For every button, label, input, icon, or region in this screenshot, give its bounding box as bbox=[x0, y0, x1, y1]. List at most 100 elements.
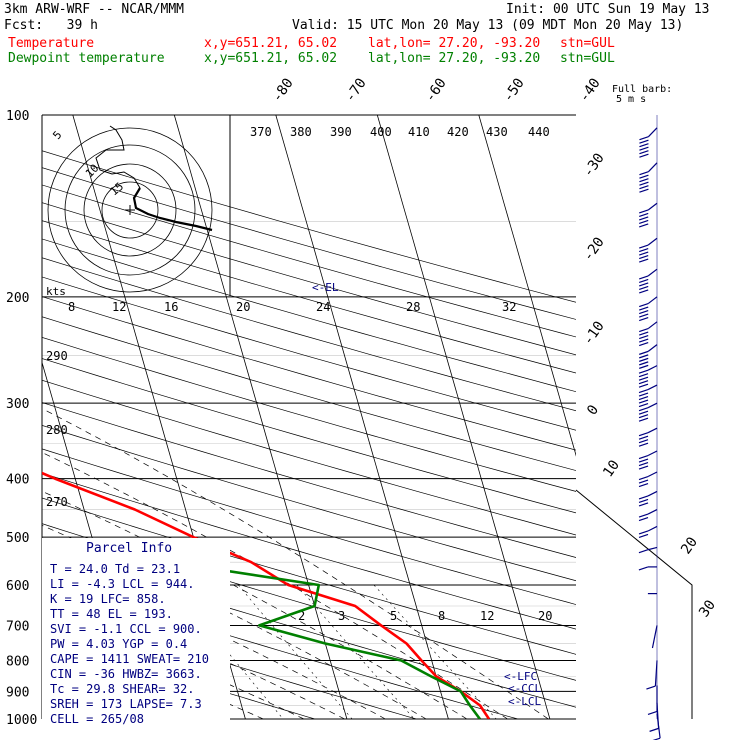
hodograph-speed-label: 28 bbox=[406, 300, 420, 314]
wind-barb-feather bbox=[638, 530, 649, 535]
hodograph-speed-label: 24 bbox=[316, 300, 330, 314]
wind-barb-feather bbox=[639, 181, 649, 186]
parcel-row: T = 24.0 Td = 23.1 bbox=[50, 562, 180, 576]
wind-barb-staff bbox=[647, 490, 658, 497]
theta-label: 430 bbox=[486, 125, 508, 139]
right-edge bbox=[575, 489, 693, 719]
dry-adiabat bbox=[42, 257, 576, 412]
parcel-info-table: T = 24.0 Td = 23.1LI = -4.3 LCL = 944.K … bbox=[50, 562, 209, 726]
theta-e-label: 280 bbox=[46, 423, 68, 437]
hodograph-ring bbox=[64, 144, 196, 276]
wind-barb-staff bbox=[647, 509, 658, 515]
parcel-row: LI = -4.3 LCL = 944. bbox=[50, 577, 195, 591]
wind-barb-feather bbox=[638, 475, 649, 481]
pressure-label: 500 bbox=[6, 531, 29, 546]
wind-barb-feather bbox=[638, 549, 649, 554]
level-marker: <-LFC bbox=[504, 670, 537, 683]
hodograph-units: kts bbox=[46, 285, 66, 298]
wind-barb-feather bbox=[639, 219, 649, 225]
mixing-ratio-label: 20 bbox=[538, 609, 552, 623]
theta-e-label: 290 bbox=[46, 349, 68, 363]
wind-barb-feather bbox=[649, 727, 659, 732]
wind-barb-feather bbox=[638, 383, 649, 388]
pressure-label: 1000 bbox=[6, 713, 37, 728]
wind-barb-feather bbox=[639, 331, 649, 336]
wind-barb-feather bbox=[638, 407, 649, 412]
hodograph-ring bbox=[83, 163, 177, 257]
mixing-ratio-line bbox=[373, 584, 497, 719]
dew-latlon: lat,lon= 27.20, -93.20 bbox=[368, 51, 541, 66]
isotherm bbox=[478, 115, 576, 457]
wind-barb-feather bbox=[639, 327, 649, 333]
wind-barb-feather bbox=[639, 350, 649, 355]
mixing-ratio-label: 8 bbox=[438, 609, 445, 623]
isotherm-label: -70 bbox=[342, 75, 370, 105]
parcel-row: CAPE = 1411 SWEAT= 210 bbox=[50, 652, 209, 666]
pressure-label: 400 bbox=[6, 473, 29, 488]
model-title: 3km ARW-WRF -- NCAR/MMM bbox=[4, 2, 185, 17]
isotherm bbox=[580, 115, 740, 719]
wind-barb-feather bbox=[639, 338, 649, 343]
isotherm bbox=[173, 115, 348, 719]
dry-adiabat bbox=[42, 605, 417, 719]
wind-barb-staff bbox=[656, 713, 661, 739]
wind-barb-feather bbox=[638, 403, 649, 408]
mixing-ratio-label: 2 bbox=[298, 609, 305, 623]
theta-label: 420 bbox=[447, 125, 469, 139]
legend-dewpoint: Dewpoint temperature bbox=[8, 51, 165, 66]
hodograph-speed-label: 32 bbox=[502, 300, 516, 314]
wind-barb-feather bbox=[638, 465, 649, 470]
wind-barb-feather bbox=[638, 376, 649, 381]
moist-adiabat bbox=[42, 581, 345, 719]
wind-barb-feather bbox=[638, 396, 649, 401]
dew-station: stn=GUL bbox=[560, 51, 615, 66]
wind-barb-feather bbox=[639, 289, 649, 294]
wind-barb-feather bbox=[639, 313, 649, 318]
pressure-label: 600 bbox=[6, 579, 29, 594]
temp-latlon: lat,lon= 27.20, -93.20 bbox=[368, 36, 541, 51]
mixing-ratio-label: 3 bbox=[338, 609, 345, 623]
wind-profile bbox=[638, 115, 661, 740]
level-marker: <-LCL bbox=[508, 695, 541, 708]
wind-barb-feather bbox=[638, 502, 649, 507]
hodograph-speed-label: 16 bbox=[164, 300, 178, 314]
wind-barb-feather bbox=[638, 498, 649, 504]
parcel-row: K = 19 LFC= 858. bbox=[50, 592, 166, 606]
theta-label: 410 bbox=[408, 125, 430, 139]
wind-barb-feather bbox=[639, 174, 649, 179]
wind-barb-staff bbox=[648, 127, 658, 138]
wind-barb-feather bbox=[638, 461, 649, 467]
isotherm bbox=[376, 115, 551, 719]
parcel-row: SVI = -1.1 CCL = 900. bbox=[50, 622, 202, 636]
mixing-ratio-label: 12 bbox=[480, 609, 494, 623]
wind-barb-feather bbox=[639, 316, 649, 322]
wind-barb-feather bbox=[639, 254, 649, 260]
barb-legend-1: Full barb: bbox=[612, 84, 672, 95]
dry-adiabat bbox=[42, 448, 576, 605]
wind-barb-feather bbox=[646, 685, 656, 690]
temp-xy: x,y=651.21, 65.02 bbox=[204, 36, 338, 51]
parcel-row: PW = 4.03 YGP = 0.4 bbox=[50, 637, 187, 651]
wind-barb-feather bbox=[639, 251, 649, 256]
wind-barb-feather bbox=[638, 389, 649, 394]
isotherm-label: -60 bbox=[422, 75, 450, 105]
wind-barb-feather bbox=[639, 302, 649, 308]
barb-legend-2: 5 m s bbox=[616, 94, 646, 105]
wind-barb-feather bbox=[638, 432, 649, 437]
wind-barb-feather bbox=[639, 139, 649, 144]
wind-barb-feather bbox=[639, 212, 649, 218]
theta-label: 440 bbox=[528, 125, 550, 139]
wind-barb-staff bbox=[647, 427, 658, 434]
theta-label: 400 bbox=[370, 125, 392, 139]
dry-adiabat bbox=[42, 472, 576, 630]
wind-barb-feather bbox=[639, 282, 649, 287]
wind-barb-feather bbox=[638, 454, 649, 460]
theta-label: 390 bbox=[330, 125, 352, 139]
wind-barb-staff bbox=[647, 344, 658, 352]
wind-barb-staff bbox=[647, 268, 658, 277]
wind-barb-staff bbox=[647, 546, 658, 551]
hodograph-trace-lower bbox=[132, 187, 213, 232]
isotherm-label: 30 bbox=[696, 597, 719, 620]
isotherm-label: -20 bbox=[580, 234, 608, 264]
